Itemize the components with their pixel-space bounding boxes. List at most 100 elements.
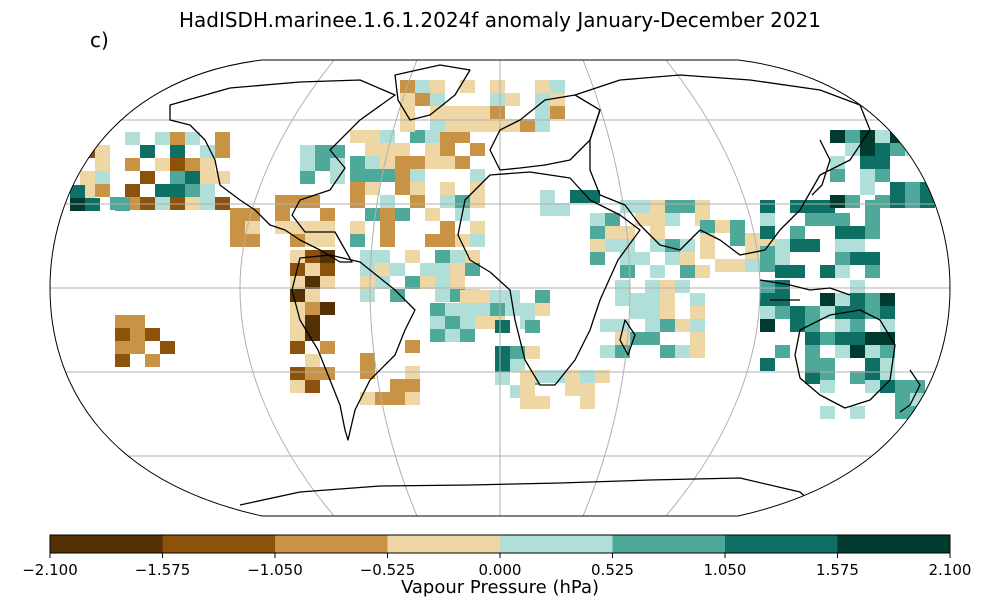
- colorbar-tick-label: 1.575: [816, 561, 859, 579]
- anomaly-cell: [290, 195, 305, 208]
- anomaly-cell: [470, 234, 485, 247]
- anomaly-cell: [160, 341, 175, 354]
- anomaly-cell: [805, 239, 820, 252]
- anomaly-cell: [365, 130, 380, 143]
- anomaly-cell: [200, 184, 215, 197]
- anomaly-cell: [360, 353, 375, 366]
- anomaly-cell: [665, 213, 680, 226]
- anomaly-cell: [675, 280, 690, 293]
- anomaly-cell: [315, 158, 330, 171]
- anomaly-cell: [425, 156, 440, 169]
- anomaly-cell: [895, 406, 910, 419]
- greenland-outline: [394, 64, 471, 121]
- anomaly-cell: [865, 345, 880, 358]
- anomaly-cell: [665, 200, 680, 213]
- anomaly-cell: [440, 234, 455, 247]
- anomaly-cell: [690, 345, 705, 358]
- anomaly-cell: [790, 239, 805, 252]
- anomaly-cell: [460, 316, 475, 329]
- anomaly-cell: [775, 306, 790, 319]
- anomaly-cell: [435, 289, 450, 302]
- map-title: HadISDH.marinee.1.6.1.2024f anomaly Janu…: [178, 8, 822, 32]
- anomaly-cell: [95, 184, 110, 197]
- anomaly-cell: [320, 341, 335, 354]
- anomaly-cell: [595, 370, 610, 383]
- meridian-120e: [665, 60, 761, 516]
- anomaly-cell: [605, 213, 620, 226]
- anomaly-cell: [605, 226, 620, 239]
- anomaly-cell: [470, 143, 485, 156]
- anomaly-cell: [535, 303, 550, 316]
- anomaly-cell: [170, 184, 185, 197]
- anomaly-cell: [850, 293, 865, 306]
- anomaly-cell: [790, 306, 805, 319]
- anomaly-cell: [305, 354, 320, 367]
- anomaly-cell: [300, 158, 315, 171]
- anomaly-cell: [580, 370, 595, 383]
- anomaly-cell: [290, 341, 305, 354]
- anomaly-cell: [350, 195, 365, 208]
- anomaly-cell: [600, 319, 615, 332]
- anomaly-cell: [680, 265, 695, 278]
- anomaly-cell: [450, 250, 465, 263]
- anomaly-cell: [170, 145, 185, 158]
- anomaly-cell: [155, 184, 170, 197]
- globe-border: [49, 59, 951, 517]
- anomaly-cell: [875, 195, 890, 208]
- anomaly-grid-cells: [70, 80, 935, 419]
- anomaly-cell: [700, 220, 715, 233]
- australia-outline: [794, 309, 896, 409]
- anomaly-cell: [875, 169, 890, 182]
- anomaly-cell: [290, 276, 305, 289]
- anomaly-cell: [290, 328, 305, 341]
- anomaly-cell: [125, 184, 140, 197]
- anomaly-cell: [790, 265, 805, 278]
- anomaly-cell: [630, 332, 645, 345]
- anomaly-cell: [660, 280, 675, 293]
- anomaly-cell: [495, 346, 510, 359]
- anomaly-cell: [860, 169, 875, 182]
- anomaly-cell: [805, 213, 820, 226]
- anomaly-cell: [350, 156, 365, 169]
- anomaly-cell: [460, 290, 475, 303]
- anomaly-cell: [455, 130, 470, 143]
- anomaly-cell: [835, 293, 850, 306]
- anomaly-cell: [430, 329, 445, 342]
- anomaly-cell: [425, 208, 440, 221]
- anomaly-cell: [95, 158, 110, 171]
- anomaly-cell: [185, 184, 200, 197]
- anomaly-cell: [395, 182, 410, 195]
- anomaly-cell: [390, 379, 405, 392]
- anomaly-cell: [130, 315, 145, 328]
- anomaly-cell: [475, 290, 490, 303]
- anomaly-cell: [565, 383, 580, 396]
- anomaly-cell: [835, 213, 850, 226]
- anomaly-cell: [470, 221, 485, 234]
- anomaly-cell: [405, 250, 420, 263]
- anomaly-cell: [230, 234, 245, 247]
- anomaly-cell: [410, 182, 425, 195]
- anomaly-cell: [360, 263, 375, 276]
- anomaly-cell: [185, 158, 200, 171]
- anomaly-cell: [620, 226, 635, 239]
- asia-outline: [574, 74, 871, 256]
- colorbar-tick-label: −2.100: [22, 561, 78, 579]
- anomaly-cell: [305, 380, 320, 393]
- anomaly-cell: [245, 234, 260, 247]
- anomaly-cell: [475, 303, 490, 316]
- anomaly-cell: [375, 276, 390, 289]
- anomaly-cell: [290, 367, 305, 380]
- anomaly-cell: [440, 221, 455, 234]
- anomaly-cell: [350, 130, 365, 143]
- anomaly-cell: [535, 396, 550, 409]
- anomaly-cell: [910, 380, 925, 393]
- anomaly-cell: [520, 119, 535, 132]
- anomaly-cell: [405, 276, 420, 289]
- anomaly-cell: [690, 293, 705, 306]
- colorbar-tick-label: −0.525: [360, 561, 416, 579]
- anomaly-cell: [245, 221, 260, 234]
- anomaly-cell: [760, 293, 775, 306]
- anomaly-cell: [690, 319, 705, 332]
- anomaly-cell: [865, 380, 880, 393]
- anomaly-cell: [130, 328, 145, 341]
